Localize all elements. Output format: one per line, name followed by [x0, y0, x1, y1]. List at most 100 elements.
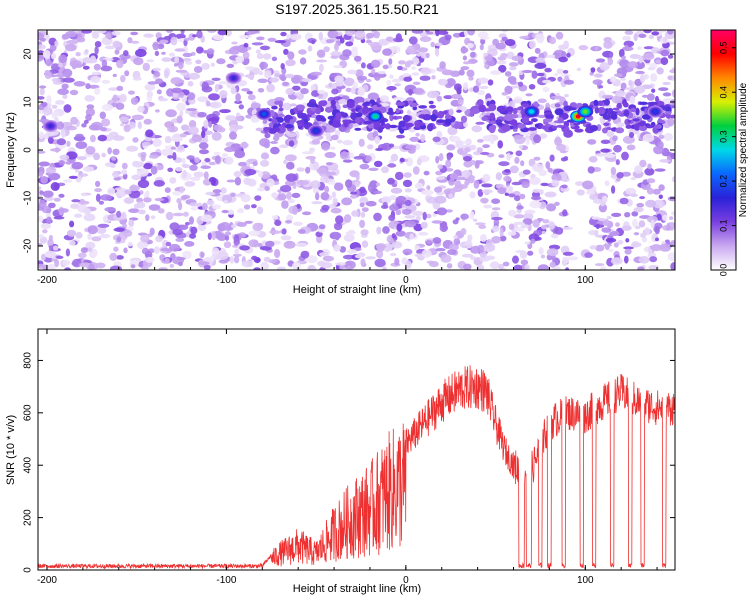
heatmap-cell: [40, 88, 45, 96]
heatmap-cell: [190, 227, 197, 235]
heatmap-cell: [234, 171, 242, 177]
heatmap-cell: [181, 124, 189, 130]
heatmap-cell: [396, 102, 406, 106]
heatmap-cell: [178, 262, 183, 267]
heatmap-cell: [359, 139, 365, 147]
heatmap-cell: [260, 46, 270, 51]
heatmap-cell: [663, 37, 667, 43]
heatmap-cell: [355, 117, 361, 124]
heatmap-cell: [449, 108, 454, 115]
heatmap-cell: [535, 58, 545, 63]
heatmap-cell: [535, 124, 539, 128]
heatmap-cell: [251, 256, 258, 260]
heatmap-cell: [403, 73, 411, 77]
heatmap-cell: [440, 224, 448, 232]
heatmap-cell: [296, 243, 308, 247]
heatmap-cell: [360, 203, 365, 208]
heatmap-cell: [282, 82, 289, 86]
heatmap-cell: [83, 166, 94, 172]
heatmap-cell: [557, 125, 564, 128]
heatmap-hot-spot: [583, 110, 588, 114]
heatmap-cell: [244, 204, 250, 209]
heatmap-cell: [470, 110, 474, 117]
heatmap-cell: [603, 123, 610, 126]
heatmap-cell: [46, 217, 52, 224]
heatmap-cell: [133, 77, 142, 81]
heatmap-cell: [361, 229, 369, 235]
heatmap-cell: [39, 85, 46, 88]
heatmap-cell: [422, 190, 434, 195]
heatmap-cell: [334, 43, 339, 52]
colorbar: 0.00.10.20.30.40.5 Normalized spectral a…: [711, 30, 749, 276]
heatmap-cell: [189, 165, 198, 171]
heatmap-cell: [234, 249, 239, 255]
heatmap-cell: [85, 49, 89, 53]
heatmap-cell: [205, 192, 215, 196]
heatmap-cell: [152, 42, 159, 51]
heatmap-cell: [531, 118, 538, 122]
snr-y-tick-label: 800: [23, 352, 34, 369]
heatmap-cell: [653, 146, 663, 155]
heatmap-cell: [595, 46, 599, 51]
heatmap-cell: [307, 102, 315, 107]
heatmap-cell: [101, 66, 113, 72]
heatmap-cell: [527, 251, 533, 256]
heatmap-cell: [67, 230, 76, 237]
heatmap-cell: [197, 112, 207, 118]
heatmap-cell: [149, 154, 159, 158]
heatmap-cell: [147, 91, 153, 98]
heatmap-cell: [468, 76, 473, 80]
heatmap-cell: [542, 80, 551, 84]
heatmap-cell: [656, 67, 663, 74]
heatmap-cell: [54, 216, 65, 219]
heatmap-cell: [664, 133, 673, 141]
heatmap-cell: [189, 233, 196, 239]
heatmap-cell: [104, 207, 116, 212]
heatmap-cell: [239, 245, 250, 250]
heatmap-cell: [639, 102, 648, 105]
heatmap-cell: [298, 49, 307, 54]
heatmap-cell: [362, 240, 368, 247]
heatmap-cell: [219, 90, 228, 98]
heatmap-cell: [514, 157, 519, 164]
heatmap-cell: [389, 125, 397, 128]
heatmap-cell: [616, 90, 626, 97]
heatmap-cell: [529, 177, 541, 185]
heatmap-cell: [388, 215, 395, 221]
heatmap-cell: [420, 36, 432, 42]
heatmap-cell: [43, 191, 54, 198]
heatmap-cell: [629, 96, 635, 104]
heatmap-cell: [594, 100, 599, 106]
heatmap-cell: [40, 38, 46, 42]
heatmap-cell: [615, 222, 620, 227]
heatmap-cell: [510, 81, 516, 85]
heatmap-cell: [185, 61, 192, 65]
heatmap-cell: [360, 164, 370, 170]
heatmap-cell: [639, 256, 650, 264]
heatmap-cell: [66, 126, 77, 131]
heatmap-cell: [143, 63, 150, 71]
heatmap-cell: [184, 241, 194, 247]
heatmap-cell: [242, 260, 254, 267]
snr-y-tick-label: 600: [23, 404, 34, 421]
heatmap-cell: [138, 210, 146, 215]
heatmap-cell: [219, 259, 229, 263]
heatmap-cell: [100, 127, 107, 131]
heatmap-cell: [194, 157, 200, 163]
heatmap-cell: [190, 177, 200, 181]
heatmap-cell: [86, 146, 96, 155]
heatmap-cell: [463, 61, 471, 64]
heatmap-cell: [630, 108, 636, 112]
heatmap-cell: [558, 117, 564, 123]
heatmap-cell: [122, 163, 128, 170]
heatmap-cell: [286, 162, 295, 170]
heatmap-cell: [475, 122, 484, 125]
heatmap-cell: [512, 182, 522, 186]
heatmap-cell: [403, 180, 412, 187]
heatmap-cell: [508, 231, 517, 235]
heatmap-cell: [669, 216, 673, 220]
heatmap-cell: [161, 52, 165, 55]
heatmap-cell: [534, 63, 546, 69]
heatmap-cell: [189, 216, 194, 224]
heatmap-cell: [57, 138, 66, 145]
